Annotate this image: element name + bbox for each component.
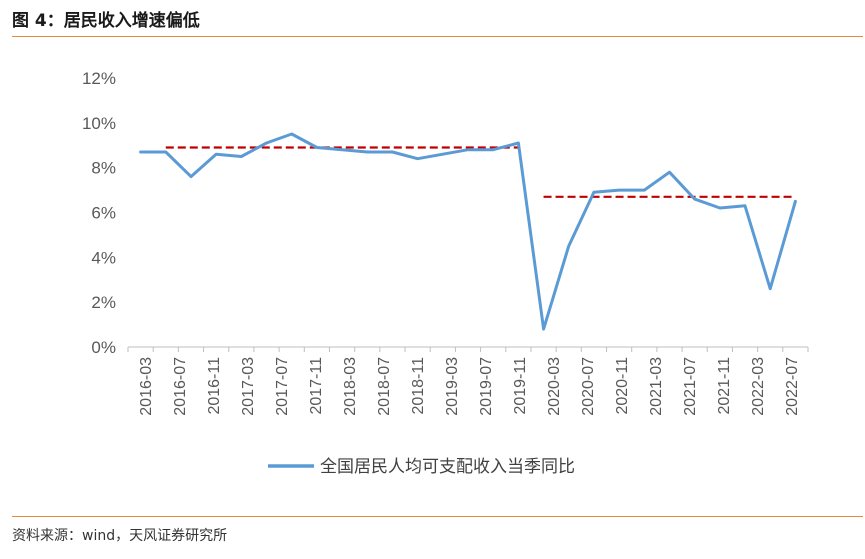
- x-tick-label: 2021-03: [648, 357, 665, 416]
- x-tick-label: 2016-07: [172, 357, 189, 416]
- x-tick-label: 2018-11: [410, 357, 427, 415]
- x-tick-label: 2020-07: [580, 357, 597, 416]
- x-tick-label: 2018-07: [376, 357, 393, 416]
- source-note: 资料来源：wind，天风证券研究所: [12, 528, 228, 544]
- x-tick-label: 2017-03: [240, 357, 257, 416]
- x-tick-label: 2022-07: [784, 357, 801, 416]
- y-tick-label: 4%: [91, 248, 116, 267]
- x-tick-label: 2021-11: [716, 357, 733, 415]
- x-tick-label: 2016-11: [206, 357, 223, 415]
- reference-lines: [165, 146, 796, 198]
- y-tick-label: 6%: [91, 204, 116, 223]
- y-tick-label: 12%: [82, 69, 116, 88]
- y-tick-label: 2%: [91, 293, 116, 312]
- series-lines: [139, 132, 797, 331]
- x-tick-label: 2020-03: [546, 357, 563, 416]
- y-tick-label: 8%: [91, 159, 116, 178]
- y-tick-label: 10%: [82, 114, 116, 133]
- x-tick-label: 2017-07: [274, 357, 291, 416]
- footer-divider: [12, 516, 863, 517]
- income-growth-chart: 0%2%4%6%8%10%12% 2016-03 2016-07 2016-11 20…: [82, 69, 809, 477]
- y-axis-tick-labels: 0% 2% 4% 6% 8% 10% 12%: [82, 69, 116, 357]
- x-tick-label: 2022-03: [750, 357, 767, 416]
- x-tick-label: 2017-11: [308, 357, 325, 415]
- x-axis-tick-labels: 2016-03 2016-07 2016-11 2017-03 2017-07 2017-…: [138, 357, 801, 416]
- x-tick-label: 2019-11: [512, 357, 529, 415]
- x-tick-label: 2016-03: [138, 357, 155, 416]
- x-tick-label: 2019-07: [478, 357, 495, 416]
- figure-title: 图 4：居民收入增速偏低: [12, 11, 200, 31]
- x-axis-tick-marks: [127, 347, 809, 352]
- x-tick-label: 2018-03: [342, 357, 359, 416]
- x-tick-label: 2020-11: [614, 357, 631, 415]
- series-line: [139, 132, 797, 331]
- legend: 全国居民人均可支配收入当季同比: [268, 457, 575, 477]
- x-tick-label: 2021-07: [682, 357, 699, 416]
- x-tick-label: 2019-03: [444, 357, 461, 416]
- y-tick-label: 0%: [91, 338, 116, 357]
- title-divider: [12, 36, 863, 37]
- legend-label: 全国居民人均可支配收入当季同比: [320, 457, 575, 477]
